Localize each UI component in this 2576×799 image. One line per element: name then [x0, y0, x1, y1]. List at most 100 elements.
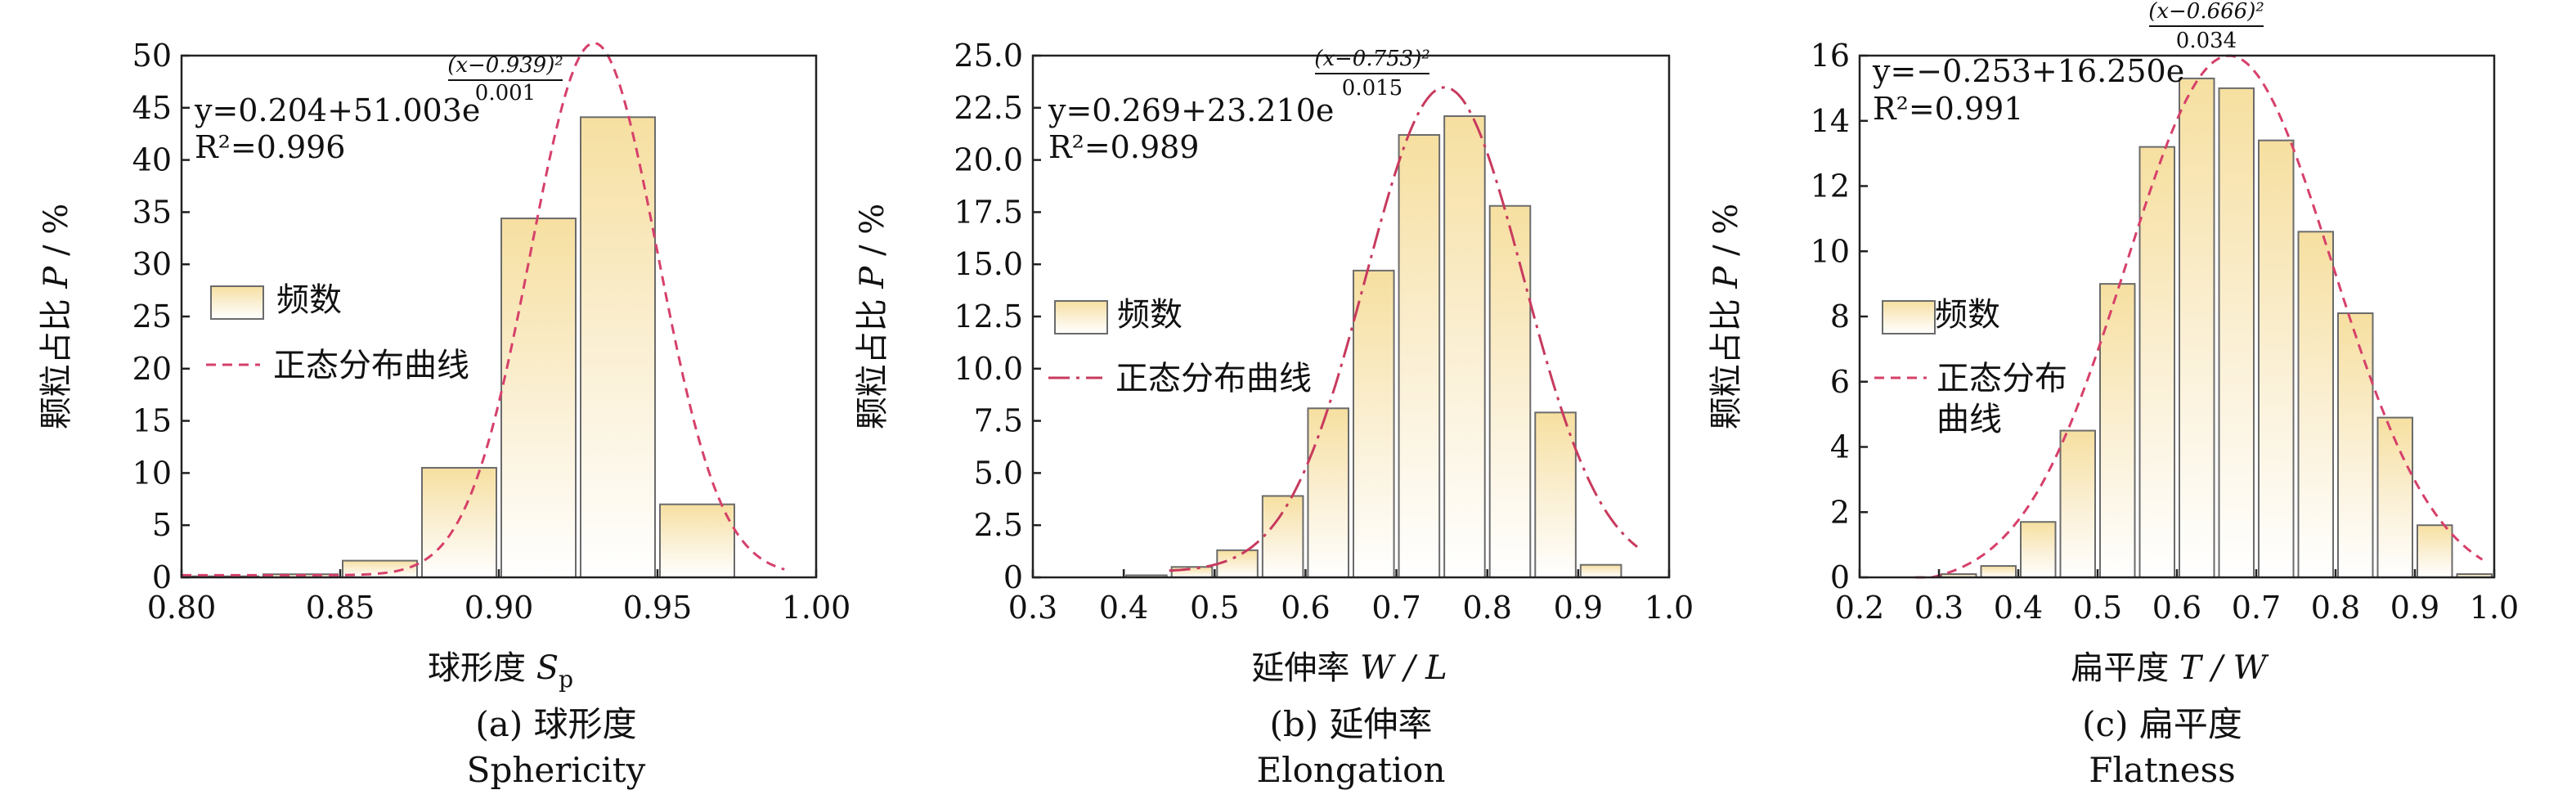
xtick-label-b-3: 0.6 [1281, 590, 1330, 626]
fit-exponent-denominator-c: 0.034 [2176, 29, 2237, 53]
bar-c-6 [2179, 77, 2215, 579]
xtick-label-a-2: 0.90 [464, 590, 534, 626]
xtick-label-a-0: 0.80 [147, 590, 217, 626]
bar-b-2 [1216, 549, 1259, 578]
bar-c-7 [2218, 87, 2255, 578]
xtick-label-b-1: 0.4 [1099, 590, 1148, 626]
xtick-label-a-1: 0.85 [306, 590, 375, 626]
bar-c-10 [2337, 312, 2374, 578]
caption-c-en: Flatness [2089, 750, 2236, 790]
ytick-label-b-5: 12.5 [954, 299, 1023, 334]
ytick-label-c-1: 2 [1830, 494, 1850, 530]
fit-exponent-denominator-b: 0.015 [1342, 76, 1402, 101]
bar-b-3 [1261, 495, 1304, 578]
ytick-label-b-7: 17.5 [954, 194, 1023, 230]
bar-c-1 [1980, 565, 2017, 579]
caption-b-en: Elongation [1256, 750, 1446, 790]
fit-r2-c: R²=0.991 [1873, 91, 2023, 127]
xtick-label-c-3: 0.5 [2073, 590, 2122, 626]
caption-b-cn: (b) 延伸率 [1269, 704, 1433, 744]
fit-exponent-numerator-b: (x−0.753)² [1314, 47, 1430, 71]
xtick-label-c-0: 0.2 [1835, 590, 1884, 626]
ytick-label-c-5: 10 [1811, 233, 1850, 269]
fit-equation-b: y=0.269+23.210e [1048, 92, 1334, 128]
bar-a-5 [580, 116, 656, 578]
legend-bar-label-a: 频数 [276, 281, 342, 319]
caption-a-en: Sphericity [466, 750, 646, 790]
xtick-label-b-5: 0.8 [1462, 590, 1511, 626]
x-axis-label-symbol-c: T / W [2179, 649, 2269, 687]
caption-b: (b) 延伸率 Elongation [1106, 702, 1596, 793]
panel-sphericity: 0.80 0.85 0.90 0.95 1.00 0 5 10 15 20 25 30 35 40 45 50… [38, 38, 850, 693]
y-axis-label-text-c: 颗粒占比 [1708, 289, 1745, 430]
y-axis-label-symbol-a: P [38, 266, 75, 290]
y-axis-label-symbol-c: P [1708, 266, 1745, 290]
ytick-label-a-1: 5 [152, 507, 172, 543]
bar-a-6 [659, 503, 735, 578]
x-axis-label-text-c: 扁平度 [2071, 649, 2179, 687]
xtick-label-b-2: 0.5 [1190, 590, 1239, 626]
bar-a-4 [500, 218, 577, 578]
legend-bar-label-b: 频数 [1117, 296, 1183, 334]
ytick-label-b-8: 20.0 [954, 142, 1023, 178]
caption-c-cn: (c) 扁平度 [2082, 704, 2242, 744]
xtick-label-c-1: 0.3 [1914, 590, 1963, 626]
y-axis-label-b: 颗粒占比 P / % [854, 204, 891, 430]
ytick-label-b-3: 7.5 [974, 403, 1023, 439]
fit-equation-c: y=−0.253+16.250e [1872, 53, 2184, 89]
y-axis-label-text-b: 颗粒占比 [854, 289, 891, 430]
x-axis-label-subscript-a: p [559, 666, 573, 693]
legend-curve-label-b: 正态分布曲线 [1115, 360, 1312, 397]
fit-curve-b [1169, 86, 1639, 572]
y-axis-label-text-a: 颗粒占比 [38, 289, 75, 430]
legend-curve-label-c-line2: 曲线 [1936, 401, 2002, 438]
ytick-label-b-2: 5.0 [974, 455, 1023, 491]
panel-elongation: 0.3 0.4 0.5 0.6 0.7 0.8 0.9 1.0 0 2.5 5.0 7.5 10.0 12… [854, 38, 1694, 687]
x-axis-label-text-a: 球形度 [428, 649, 536, 687]
xtick-label-b-4: 0.7 [1371, 590, 1420, 626]
y-axis-label-unit-a: / % [38, 204, 75, 267]
xtick-label-b-0: 0.3 [1008, 590, 1057, 626]
ytick-label-a-3: 15 [132, 403, 172, 439]
ytick-label-a-0: 0 [152, 559, 172, 595]
bar-c-11 [2376, 416, 2413, 578]
ytick-label-a-8: 40 [132, 142, 172, 178]
xtick-label-b-6: 0.9 [1554, 590, 1603, 626]
ytick-label-a-4: 20 [132, 351, 172, 387]
ytick-label-a-7: 35 [132, 194, 172, 230]
panel-flatness: 0.2 0.3 0.4 0.5 0.6 0.7 0.8 0.9 1.0 0 2 4 6 8 10 12 14 16… [1708, 0, 2519, 687]
y-axis-label-symbol-b: P [854, 266, 891, 290]
ytick-label-b-1: 2.5 [974, 507, 1023, 543]
fit-r2-b: R²=0.989 [1048, 129, 1199, 165]
bar-b-4 [1307, 407, 1350, 578]
bar-c-5 [2138, 146, 2175, 578]
bar-b-10 [1579, 563, 1622, 578]
ytick-label-c-4: 8 [1830, 299, 1850, 334]
xtick-label-c-5: 0.7 [2232, 590, 2281, 626]
bar-b-7 [1443, 115, 1486, 578]
xtick-label-b-7: 1.0 [1645, 590, 1694, 626]
x-axis-label-c: 扁平度 T / W [2071, 649, 2269, 687]
bar-b-6 [1398, 133, 1441, 578]
fit-r2-a: R²=0.996 [195, 129, 345, 165]
legend-curve-label-c-line1: 正态分布 [1936, 360, 2067, 397]
fit-exponent-denominator-a: 0.001 [475, 81, 536, 105]
fit-exponent-numerator-a: (x−0.939)² [447, 53, 563, 78]
y-axis-label-unit-b: / % [854, 204, 891, 267]
ytick-label-c-7: 14 [1811, 103, 1850, 139]
ytick-label-b-9: 22.5 [954, 90, 1023, 126]
ytick-label-b-0: 0 [1003, 559, 1023, 595]
bar-c-4 [2099, 283, 2136, 578]
caption-c: (c) 扁平度 Flatness [1917, 702, 2408, 793]
bar-b-9 [1534, 411, 1577, 578]
ytick-label-b-4: 10.0 [954, 351, 1023, 387]
bar-c-8 [2258, 139, 2295, 579]
ytick-label-a-5: 25 [132, 299, 172, 334]
xtick-label-c-2: 0.4 [1994, 590, 2043, 626]
ytick-label-c-2: 4 [1830, 429, 1850, 465]
x-axis-label-symbol-a: S [536, 649, 559, 687]
bar-a-3 [421, 467, 497, 579]
ytick-label-b-10: 25.0 [954, 38, 1023, 74]
xtick-label-c-6: 0.8 [2311, 590, 2360, 626]
ytick-label-a-9: 45 [132, 90, 172, 126]
